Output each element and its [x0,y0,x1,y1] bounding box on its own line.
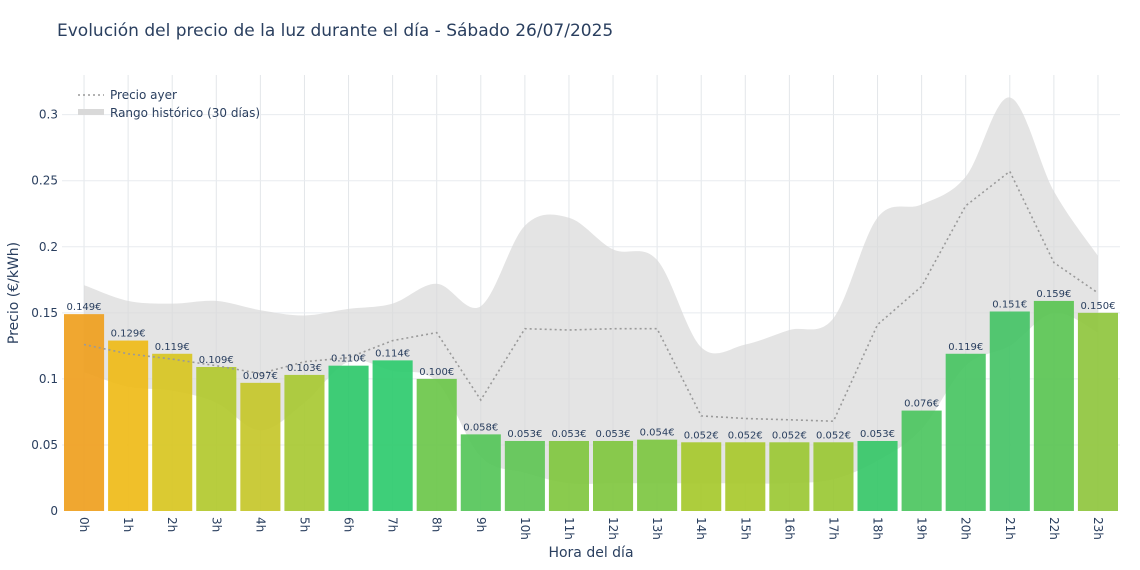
x-tick-label: 10h [518,517,532,540]
bar-value-label: 0.151€ [992,299,1027,310]
bar [681,442,722,511]
x-tick-label: 21h [1003,517,1017,540]
bar-value-label: 0.149€ [67,302,102,313]
y-tick-label: 0.3 [39,108,58,122]
x-tick-label: 7h [386,517,400,532]
x-tick-label: 17h [826,517,840,540]
bar-value-label: 0.100€ [419,367,454,378]
bar-value-label: 0.076€ [904,399,939,410]
x-tick-label: 5h [297,517,311,532]
bar-value-label: 0.150€ [1080,301,1115,312]
bar [813,442,854,511]
x-tick-label: 6h [342,517,356,532]
bar-value-label: 0.119€ [155,342,190,353]
bar [857,440,898,511]
bar-value-label: 0.053€ [860,429,895,440]
y-tick-label: 0.15 [31,306,58,320]
x-tick-label: 19h [915,517,929,540]
bar [460,434,501,511]
x-axis-title: Hora del día [548,545,633,561]
bar [637,439,678,511]
bar-value-label: 0.053€ [596,429,631,440]
bar [989,311,1030,511]
bar [328,365,369,511]
bar-value-label: 0.103€ [287,363,322,374]
y-tick-label: 0.1 [39,372,58,386]
x-tick-label: 8h [430,517,444,532]
y-tick-label: 0 [50,504,58,518]
bar [372,360,413,511]
bar [240,382,281,511]
x-tick-label: 1h [121,517,135,532]
bar [769,442,810,511]
bar-value-label: 0.110€ [331,354,366,365]
bar-value-label: 0.114€ [375,348,410,359]
bar [1077,312,1118,511]
x-tick-label: 12h [606,517,620,540]
x-tick-label: 15h [738,517,752,540]
x-tick-label: 13h [650,517,664,540]
x-tick-label: 20h [959,517,973,540]
bar [945,353,986,511]
bar-value-label: 0.058€ [463,422,498,433]
bar [416,378,457,511]
y-tick-label: 0.05 [31,438,58,452]
x-tick-label: 14h [694,517,708,540]
yesterday-price-line [83,170,1099,423]
bar [64,314,105,511]
y-tick-label: 0.25 [31,174,58,188]
bar-value-label: 0.053€ [551,429,586,440]
bar [284,374,325,511]
x-tick-label: 3h [209,517,223,532]
bar-value-label: 0.129€ [111,329,146,340]
x-tick-label: 22h [1047,517,1061,540]
bar [504,440,545,511]
bar-value-label: 0.159€ [1036,289,1071,300]
x-tick-label: 11h [562,517,576,540]
bar-value-label: 0.097€ [243,371,278,382]
legend-label-range: Rango histórico (30 días) [110,106,260,120]
bar [725,442,766,511]
x-tick-label: 4h [253,517,267,532]
legend-swatch-range [78,109,104,115]
bar-value-label: 0.119€ [948,342,983,353]
bar [152,353,193,511]
x-tick-label: 2h [165,517,179,532]
bar [196,366,237,511]
bar [1033,300,1074,511]
x-tick-label: 18h [871,517,885,540]
bar-value-label: 0.052€ [728,430,763,441]
historical-range-band [84,97,1098,485]
y-axis-title: Precio (€/kWh) [6,242,22,344]
bar-value-label: 0.052€ [684,430,719,441]
legend-label-yesterday: Precio ayer [110,88,177,102]
chart-title: Evolución del precio de la luz durante e… [57,21,614,41]
x-tick-label: 9h [474,517,488,532]
bar [548,440,589,511]
x-tick-label: 16h [782,517,796,540]
bar [593,440,634,511]
bar-value-label: 0.052€ [772,430,807,441]
x-tick-label: 23h [1091,517,1105,540]
bar [901,410,942,511]
y-tick-label: 0.2 [39,240,58,254]
bar-value-label: 0.053€ [507,429,542,440]
bar-value-label: 0.052€ [816,430,851,441]
x-tick-label: 0h [77,517,91,532]
bar-value-label: 0.054€ [640,428,675,439]
bar [108,340,149,511]
bar-value-label: 0.109€ [199,355,234,366]
